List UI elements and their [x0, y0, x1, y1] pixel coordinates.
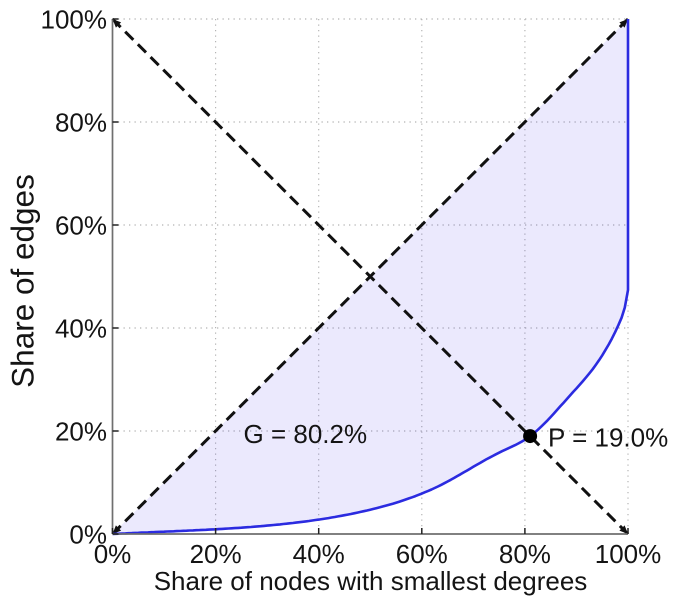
svg-text:100%: 100%: [41, 5, 108, 35]
svg-text:100%: 100%: [595, 539, 662, 569]
svg-text:P = 19.0%: P = 19.0%: [548, 423, 668, 453]
svg-text:0%: 0%: [94, 539, 132, 569]
svg-text:80%: 80%: [55, 108, 107, 138]
svg-text:40%: 40%: [55, 314, 107, 344]
svg-text:0%: 0%: [69, 520, 107, 550]
svg-text:40%: 40%: [293, 539, 345, 569]
svg-text:80%: 80%: [499, 539, 551, 569]
svg-text:20%: 20%: [55, 417, 107, 447]
svg-text:20%: 20%: [190, 539, 242, 569]
svg-text:60%: 60%: [55, 211, 107, 241]
svg-text:60%: 60%: [396, 539, 448, 569]
svg-text:Share of edges: Share of edges: [5, 174, 41, 388]
svg-text:Share of nodes with smallest d: Share of nodes with smallest degrees: [154, 566, 588, 596]
svg-text:G = 80.2%: G = 80.2%: [244, 419, 368, 449]
